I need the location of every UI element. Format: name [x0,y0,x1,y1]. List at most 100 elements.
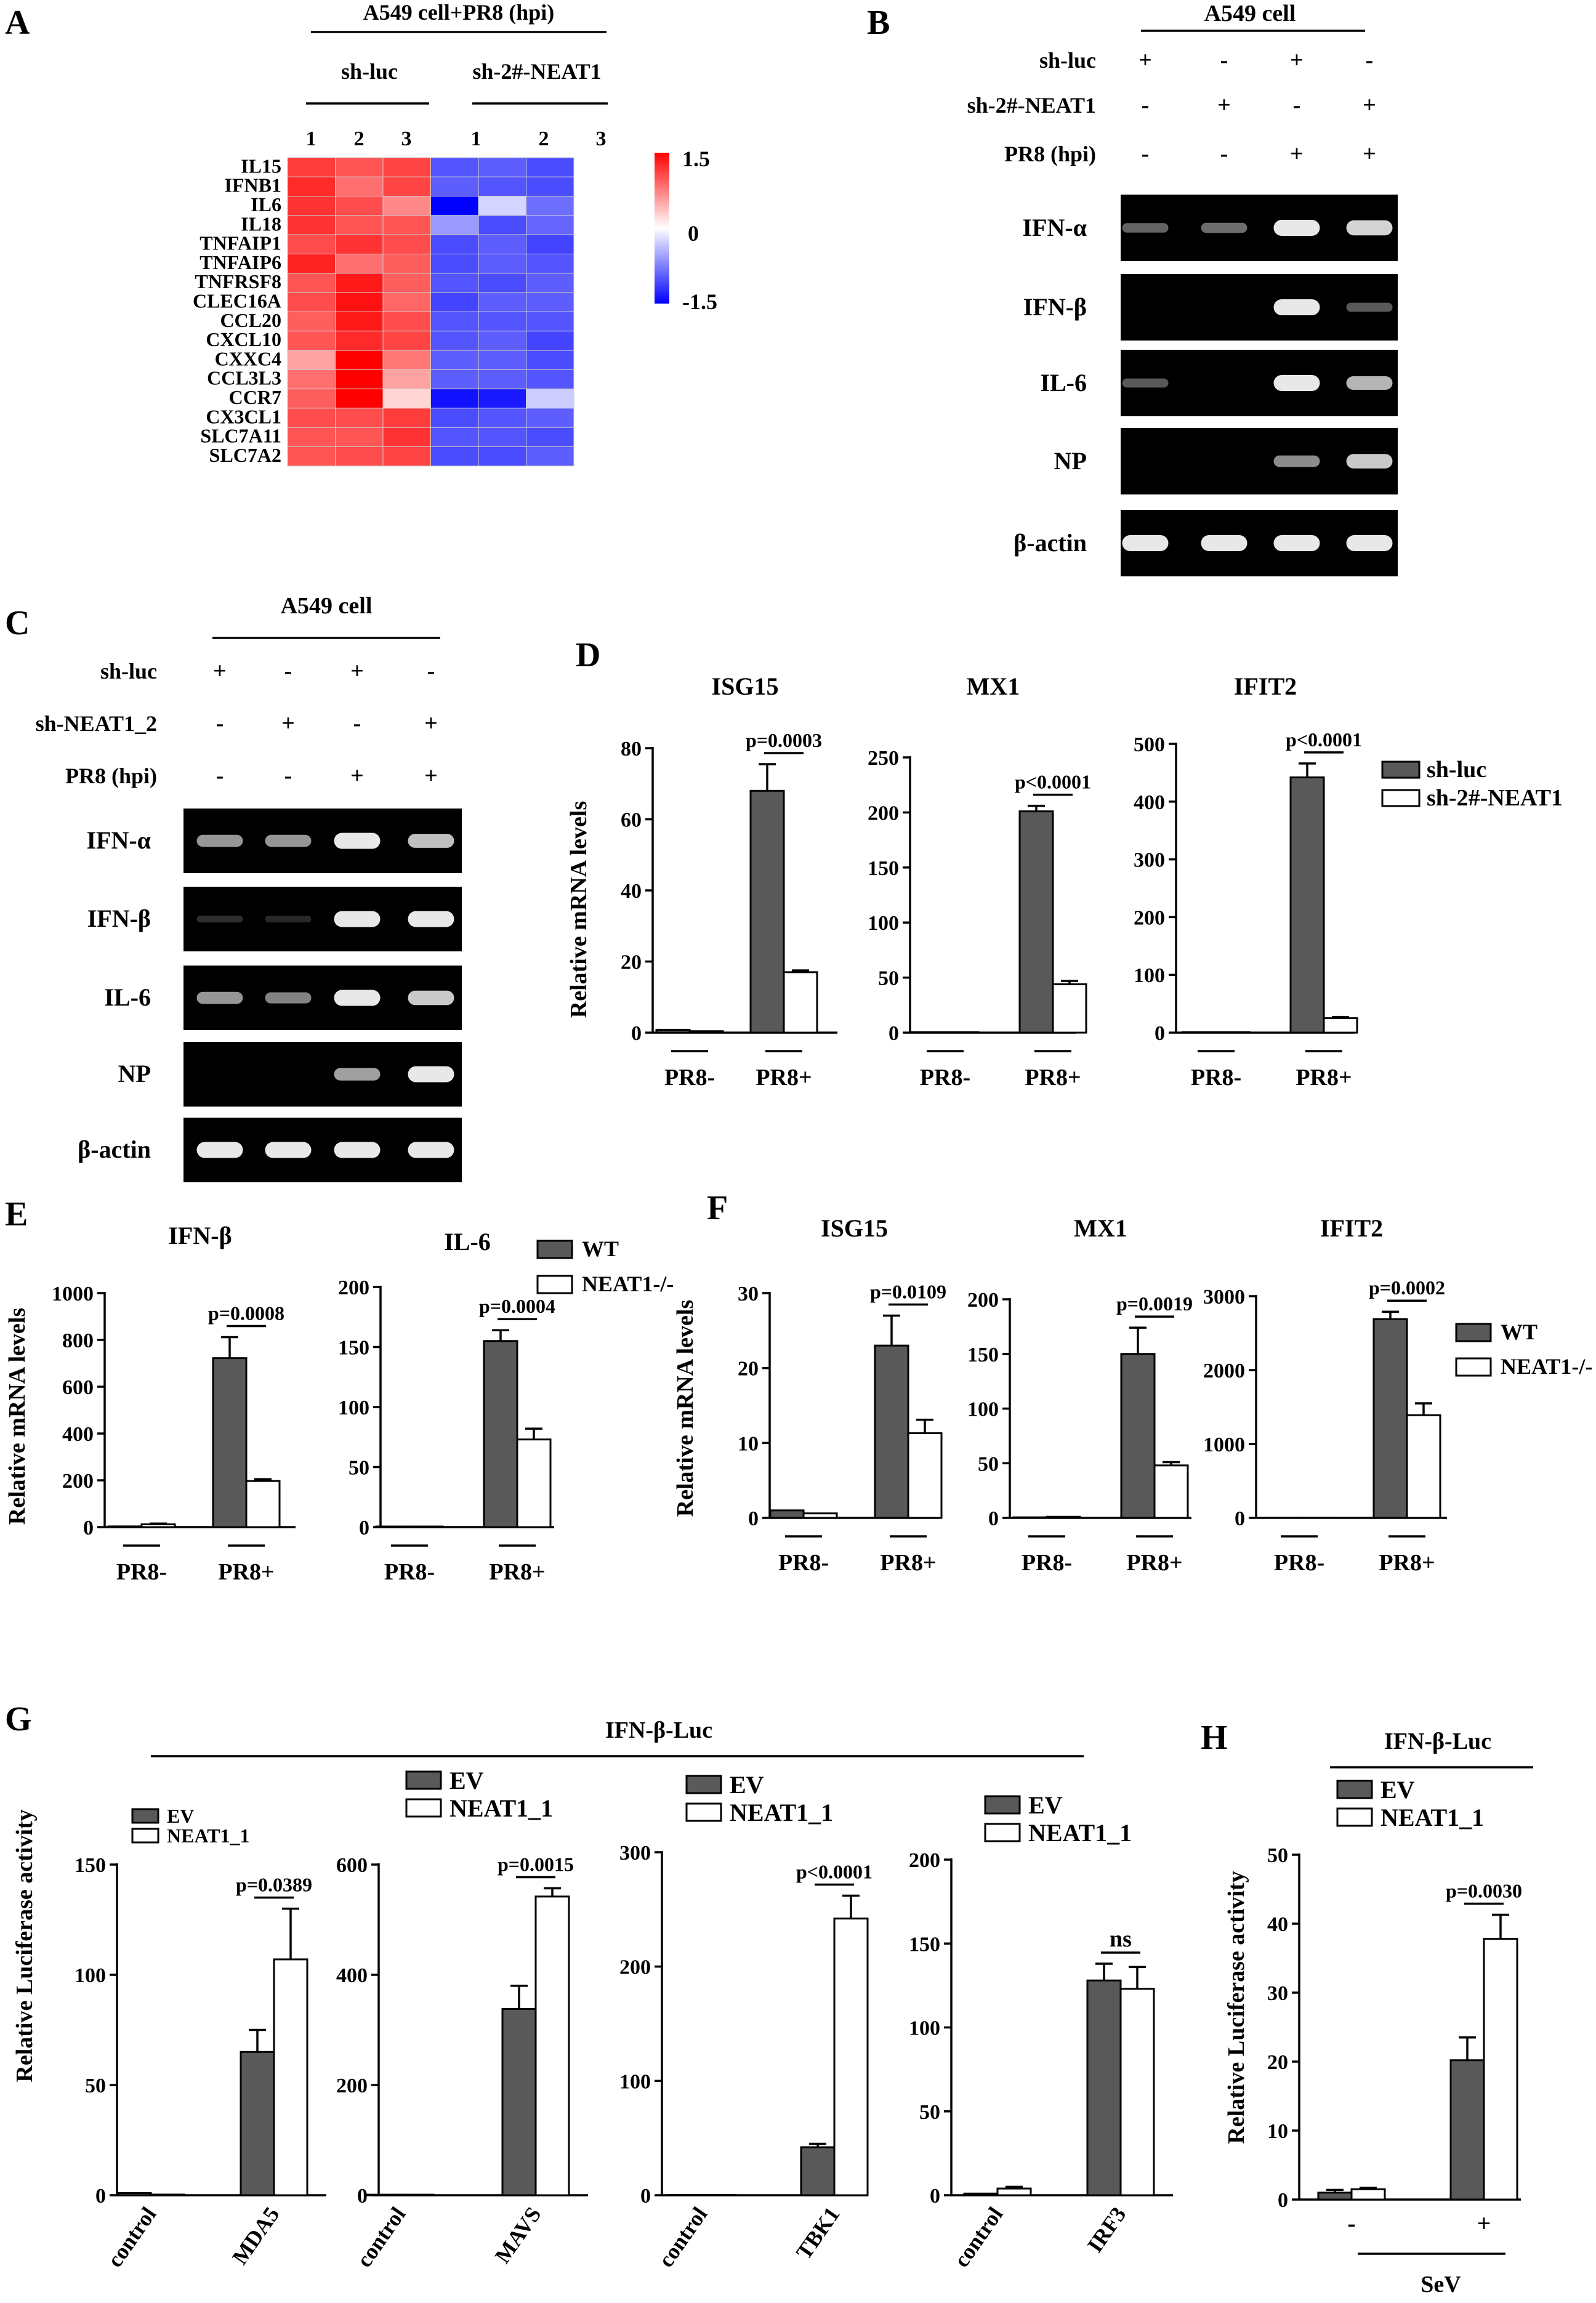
bar [688,1030,724,1034]
bar [534,1895,570,2196]
gel-band [1346,302,1393,312]
gel-label: IFN-β [87,905,151,932]
replicate-label: 1 [306,127,316,150]
legend-label: NEAT1-/- [1501,1354,1592,1379]
heatmap-cell [430,176,479,197]
heatmap-cell [430,215,479,235]
chart-f-ifit2: 0 1000 2000 3000 IFIT2 PR8- PR8+ p=0.0002 [1203,1214,1447,1576]
gel-band [196,915,243,923]
bar [655,1028,691,1034]
y-tick-label: 1000 [52,1283,94,1305]
heatmap-cell [287,408,336,428]
legend-label: EV [167,1805,194,1827]
heatmap-cell [287,234,336,255]
gel-band [334,833,381,849]
legend-swatch [405,1770,442,1790]
legend-swatch [131,1828,159,1844]
significance-label: p=0.0109 [870,1281,946,1303]
condition-label: sh-luc [100,659,157,684]
y-tick-label: 200 [909,1849,940,1872]
bar [1323,1017,1358,1034]
legend-label: NEAT1_1 [1380,1804,1484,1831]
heatmap-cell [287,215,336,235]
y-tick-label: 200 [967,1289,999,1312]
gel-band [1346,376,1393,390]
legend-label: WT [582,1236,619,1261]
panel-g-ylabel: Relative Luciferase activity [12,1809,38,2082]
panel-c-letter: C [5,604,30,642]
heatmap-cell [287,369,336,390]
gel-band [196,834,243,847]
y-tick-label: 100 [1134,964,1165,987]
gel-label: β-actin [78,1135,151,1163]
group-label-sh-neat1: sh-2#-NEAT1 [472,59,601,84]
replicate-label: 2 [539,127,549,150]
legend-swatch-light [536,1275,573,1294]
bar [1182,1031,1217,1034]
legend-label: EV [1380,1776,1415,1804]
gel-band [1273,455,1320,467]
panel-b-letter: B [867,4,890,42]
replicate-label: 3 [596,127,607,150]
y-tick-label: 250 [868,747,899,770]
category-label: PR8+ [1379,1550,1435,1576]
bar [769,1509,805,1519]
significance-label: p=0.0019 [1116,1293,1193,1315]
panel-g: G IFN-β-Luc Relative Luciferase activity… [5,1700,1173,2272]
y-tick-label: 50 [919,2101,940,2124]
category-label: control [653,2203,712,2272]
heatmap-cell [478,196,526,216]
y-tick-label: 200 [868,802,899,825]
legend-swatch [405,1798,442,1818]
category-label: PR8+ [756,1065,812,1091]
heatmap-cell [430,196,479,216]
y-tick-label: 0 [748,1507,759,1530]
category-label: PR8- [116,1559,167,1585]
heatmap-cell [382,215,431,235]
gel-band [1346,220,1393,236]
heatmap-cell [335,273,384,293]
heatmap-cell [478,331,526,351]
chart-d-isg15: 0 20 40 60 80 ISG15 PR8- PR8+ p=0.0003 [621,672,837,1091]
y-tick-label: 0 [930,2185,940,2208]
bar [1350,2188,1386,2201]
bar [501,2007,537,2196]
gene-label: CX3CL1 [206,405,281,427]
heatmap-cell [335,215,384,235]
bar [1052,983,1087,1034]
gel-band [265,992,312,1004]
y-tick-label: 400 [336,1964,368,1987]
heatmap-cell [287,389,336,409]
heatmap-cell [478,215,526,235]
category-label: - [1347,2209,1355,2237]
condition-label: PR8 (hpi) [1004,142,1096,166]
gel-band [196,1142,243,1158]
y-tick-label: 600 [62,1376,94,1399]
gel-band [196,991,243,1004]
condition-sign: + [1217,92,1231,118]
y-tick-label: 200 [338,1277,369,1299]
y-tick-label: 10 [738,1432,759,1455]
heatmap-cell [526,350,574,370]
legend-label: EV [449,1767,484,1794]
y-tick-label: 200 [336,2075,368,2097]
category-label: PR8+ [489,1559,545,1585]
category-label: + [1477,2209,1491,2237]
heatmap-cell [526,254,574,274]
legend-label: NEAT1_1 [449,1794,553,1822]
condition-sign: + [350,763,364,789]
y-tick-label: 3000 [1203,1286,1245,1309]
heatmap-cell [335,408,384,428]
bar [911,1031,946,1034]
legend-swatch-light [1381,789,1421,807]
condition-sign: + [213,658,227,684]
bar [240,2051,275,2196]
legend-swatch [685,1775,722,1794]
significance-label: p<0.0001 [1015,771,1091,793]
significance-label: p=0.0003 [746,729,822,751]
heatmap-cell [430,427,479,448]
legend-swatch-dark [536,1240,573,1259]
y-tick-label: 300 [1134,849,1165,872]
gene-label: CLEC16A [193,290,281,312]
